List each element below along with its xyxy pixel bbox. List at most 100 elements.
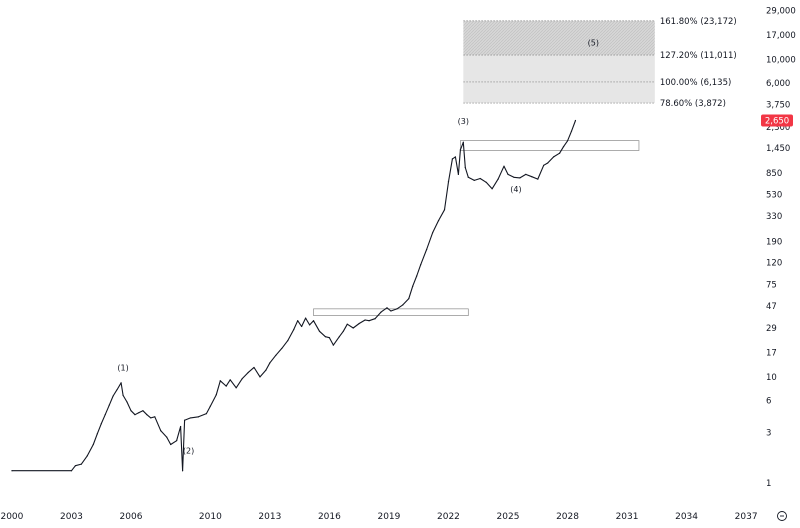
price-point <box>205 413 207 415</box>
price-point <box>112 395 114 397</box>
price-point <box>189 417 192 419</box>
price-point <box>281 347 283 350</box>
price-point <box>100 423 102 425</box>
price-point <box>122 394 124 396</box>
price-point <box>92 443 94 446</box>
price-point <box>150 417 152 419</box>
price-point <box>120 382 122 384</box>
price-point <box>451 158 454 160</box>
y-tick-label: 17,000 <box>766 31 796 41</box>
price-point <box>531 176 533 178</box>
price-point <box>126 401 128 403</box>
price-point <box>497 178 499 180</box>
price-point <box>358 322 360 325</box>
price-point <box>209 405 211 407</box>
price-point <box>479 177 481 180</box>
price-point <box>154 416 156 418</box>
price-point <box>426 248 428 251</box>
x-tick-label: 2028 <box>556 512 579 522</box>
price-point <box>179 425 182 428</box>
price-point <box>547 162 549 164</box>
y-tick-label: 850 <box>766 169 782 179</box>
price-point <box>293 329 295 331</box>
price-point <box>80 463 82 465</box>
price-point <box>305 317 307 319</box>
fib-zone-upper <box>463 20 655 56</box>
x-tick-label: 2019 <box>377 512 400 522</box>
price-point <box>396 308 398 310</box>
price-point <box>170 443 172 446</box>
y-tick-label: 10 <box>766 373 777 383</box>
x-tick-label: 2025 <box>497 512 520 522</box>
price-point <box>116 388 118 391</box>
price-point <box>503 165 505 167</box>
price-point <box>462 141 464 143</box>
x-tick-label: 2000 <box>0 512 23 522</box>
fib-zone-lower <box>463 55 655 104</box>
price-point <box>513 176 515 178</box>
price-point <box>491 188 493 190</box>
price-point <box>420 264 422 266</box>
price-point <box>519 177 521 179</box>
price-point <box>447 181 450 183</box>
price-point <box>332 344 334 346</box>
price-series-line <box>11 120 577 472</box>
price-point <box>570 130 573 132</box>
price-point <box>566 140 569 142</box>
price-point <box>328 337 331 339</box>
zoom-icon[interactable] <box>777 511 787 521</box>
price-point <box>108 404 110 406</box>
price-point <box>485 181 487 183</box>
price-point <box>464 167 466 169</box>
price-point <box>297 320 299 322</box>
price-point <box>96 433 98 435</box>
price-point <box>146 414 148 416</box>
fib-level-label: 127.20% (11,011) <box>660 51 737 61</box>
price-point <box>134 414 136 416</box>
price-point <box>74 465 77 467</box>
price-point <box>507 173 509 176</box>
price-point <box>431 232 434 234</box>
resistance-zone-2 <box>460 140 640 151</box>
price-point <box>265 369 267 371</box>
price-point <box>473 179 475 181</box>
price-point <box>386 307 388 309</box>
price-point <box>166 436 168 438</box>
price-point <box>416 275 418 277</box>
price-point <box>402 304 404 306</box>
price-point <box>324 336 327 338</box>
price-point <box>11 470 13 472</box>
price-point <box>176 440 178 442</box>
fib-level-label: 78.60% (3,872) <box>660 99 726 109</box>
price-point <box>342 330 344 332</box>
x-tick-label: 2016 <box>318 512 341 522</box>
y-tick-label: 29,000 <box>766 7 796 17</box>
y-tick-label: 2,300 <box>766 123 790 133</box>
y-tick-label: 29 <box>766 324 777 334</box>
price-point <box>130 410 132 412</box>
price-point <box>235 387 237 389</box>
price-point <box>574 119 577 122</box>
price-point <box>253 366 255 369</box>
price-point <box>287 340 289 342</box>
price-point <box>225 385 227 387</box>
price-point <box>219 380 221 382</box>
price-point <box>247 371 249 374</box>
price-point <box>183 419 186 421</box>
price-point <box>467 176 469 178</box>
x-tick-label: 2022 <box>437 512 460 522</box>
wave-label: (4) <box>510 185 521 194</box>
fib-level-label: 161.80% (23,172) <box>660 17 737 27</box>
price-point <box>70 470 73 472</box>
y-tick-label: 190 <box>766 238 782 248</box>
price-point <box>181 470 184 472</box>
last-price-tag <box>761 114 793 127</box>
price-point <box>368 320 370 322</box>
x-tick-label: 2013 <box>258 512 281 522</box>
price-point <box>275 354 277 356</box>
y-tick-label: 6,000 <box>766 79 790 89</box>
y-tick-label: 10,000 <box>766 55 796 65</box>
y-tick-label: 1,450 <box>766 144 790 154</box>
price-point <box>374 318 376 320</box>
y-tick-label: 47 <box>766 302 777 312</box>
